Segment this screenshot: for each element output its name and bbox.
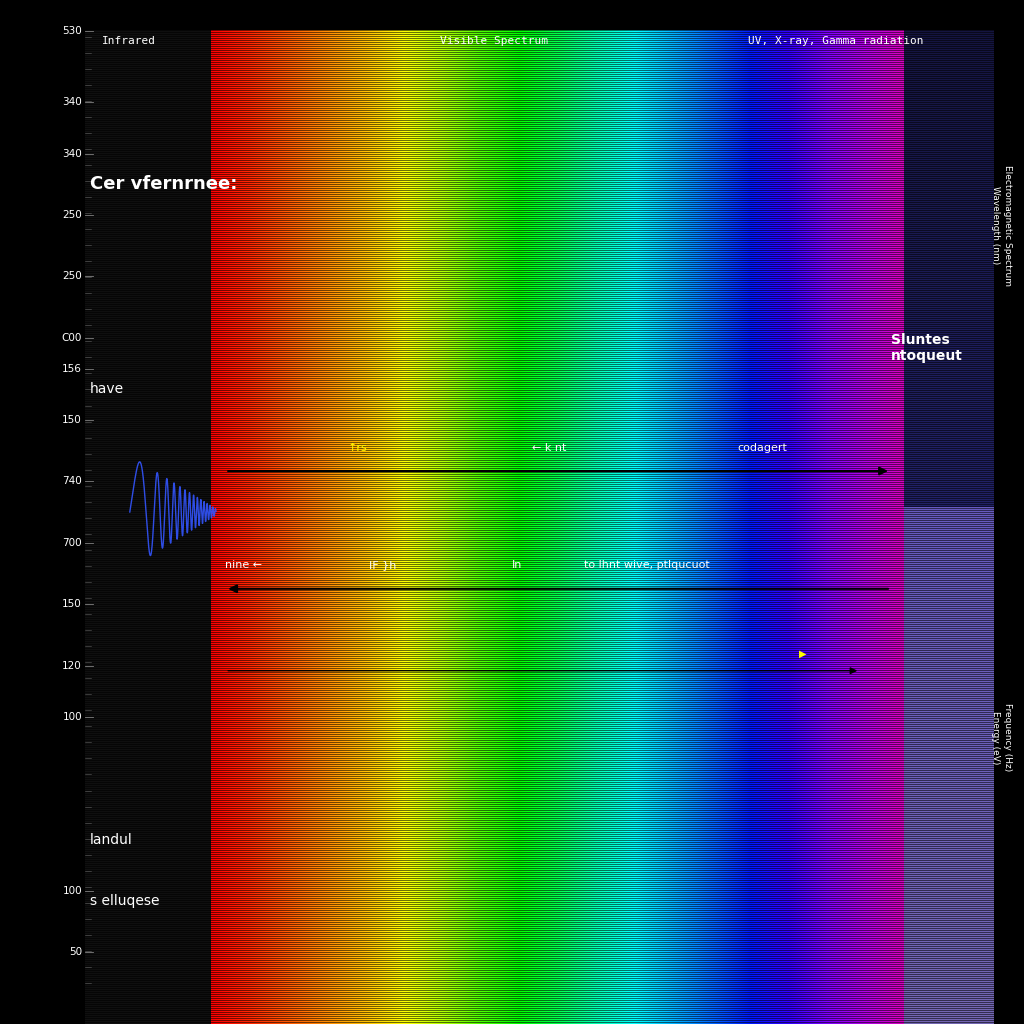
Text: 530: 530 [62, 26, 82, 36]
Text: s elluqese: s elluqese [90, 894, 160, 908]
Text: 50: 50 [69, 947, 82, 957]
Text: 150: 150 [62, 599, 82, 609]
Text: have: have [90, 382, 124, 396]
Text: 340: 340 [62, 148, 82, 159]
Text: nine ←: nine ← [225, 560, 262, 570]
Text: UV, X-ray, Gamma radiation: UV, X-ray, Gamma radiation [748, 36, 923, 46]
Text: Sluntes
ntoqueut: Sluntes ntoqueut [891, 333, 963, 364]
Text: ↑ṙs: ↑ṙs [348, 442, 368, 453]
Text: Visible Spectrum: Visible Spectrum [440, 36, 548, 46]
Text: 250: 250 [62, 210, 82, 220]
Text: landul: landul [90, 833, 133, 847]
Text: In: In [512, 560, 522, 570]
Text: 740: 740 [62, 476, 82, 486]
Text: 250: 250 [62, 271, 82, 282]
Text: 700: 700 [62, 538, 82, 548]
Text: ▶: ▶ [799, 648, 806, 658]
Text: Electromagnetic Spectrum
Wavelength (nm): Electromagnetic Spectrum Wavelength (nm) [991, 165, 1012, 286]
Text: Infrared: Infrared [102, 36, 157, 46]
Text: 120: 120 [62, 660, 82, 671]
Text: 100: 100 [62, 886, 82, 896]
Text: to lhnt wive, ptlqucuot: to lhnt wive, ptlqucuot [584, 560, 710, 570]
Text: 100: 100 [62, 712, 82, 722]
Text: 340: 340 [62, 97, 82, 108]
Text: C00: C00 [61, 333, 82, 343]
Text: IF }h: IF }h [369, 560, 396, 570]
Text: ← k nt: ← k nt [532, 442, 567, 453]
Text: 156: 156 [62, 364, 82, 374]
Text: 150: 150 [62, 415, 82, 425]
Text: Cer vfernrnee:: Cer vfernrnee: [90, 175, 238, 194]
Text: Frequency (Hz)
Energy (eV): Frequency (Hz) Energy (eV) [991, 703, 1012, 771]
Text: codagert: codagert [737, 442, 787, 453]
